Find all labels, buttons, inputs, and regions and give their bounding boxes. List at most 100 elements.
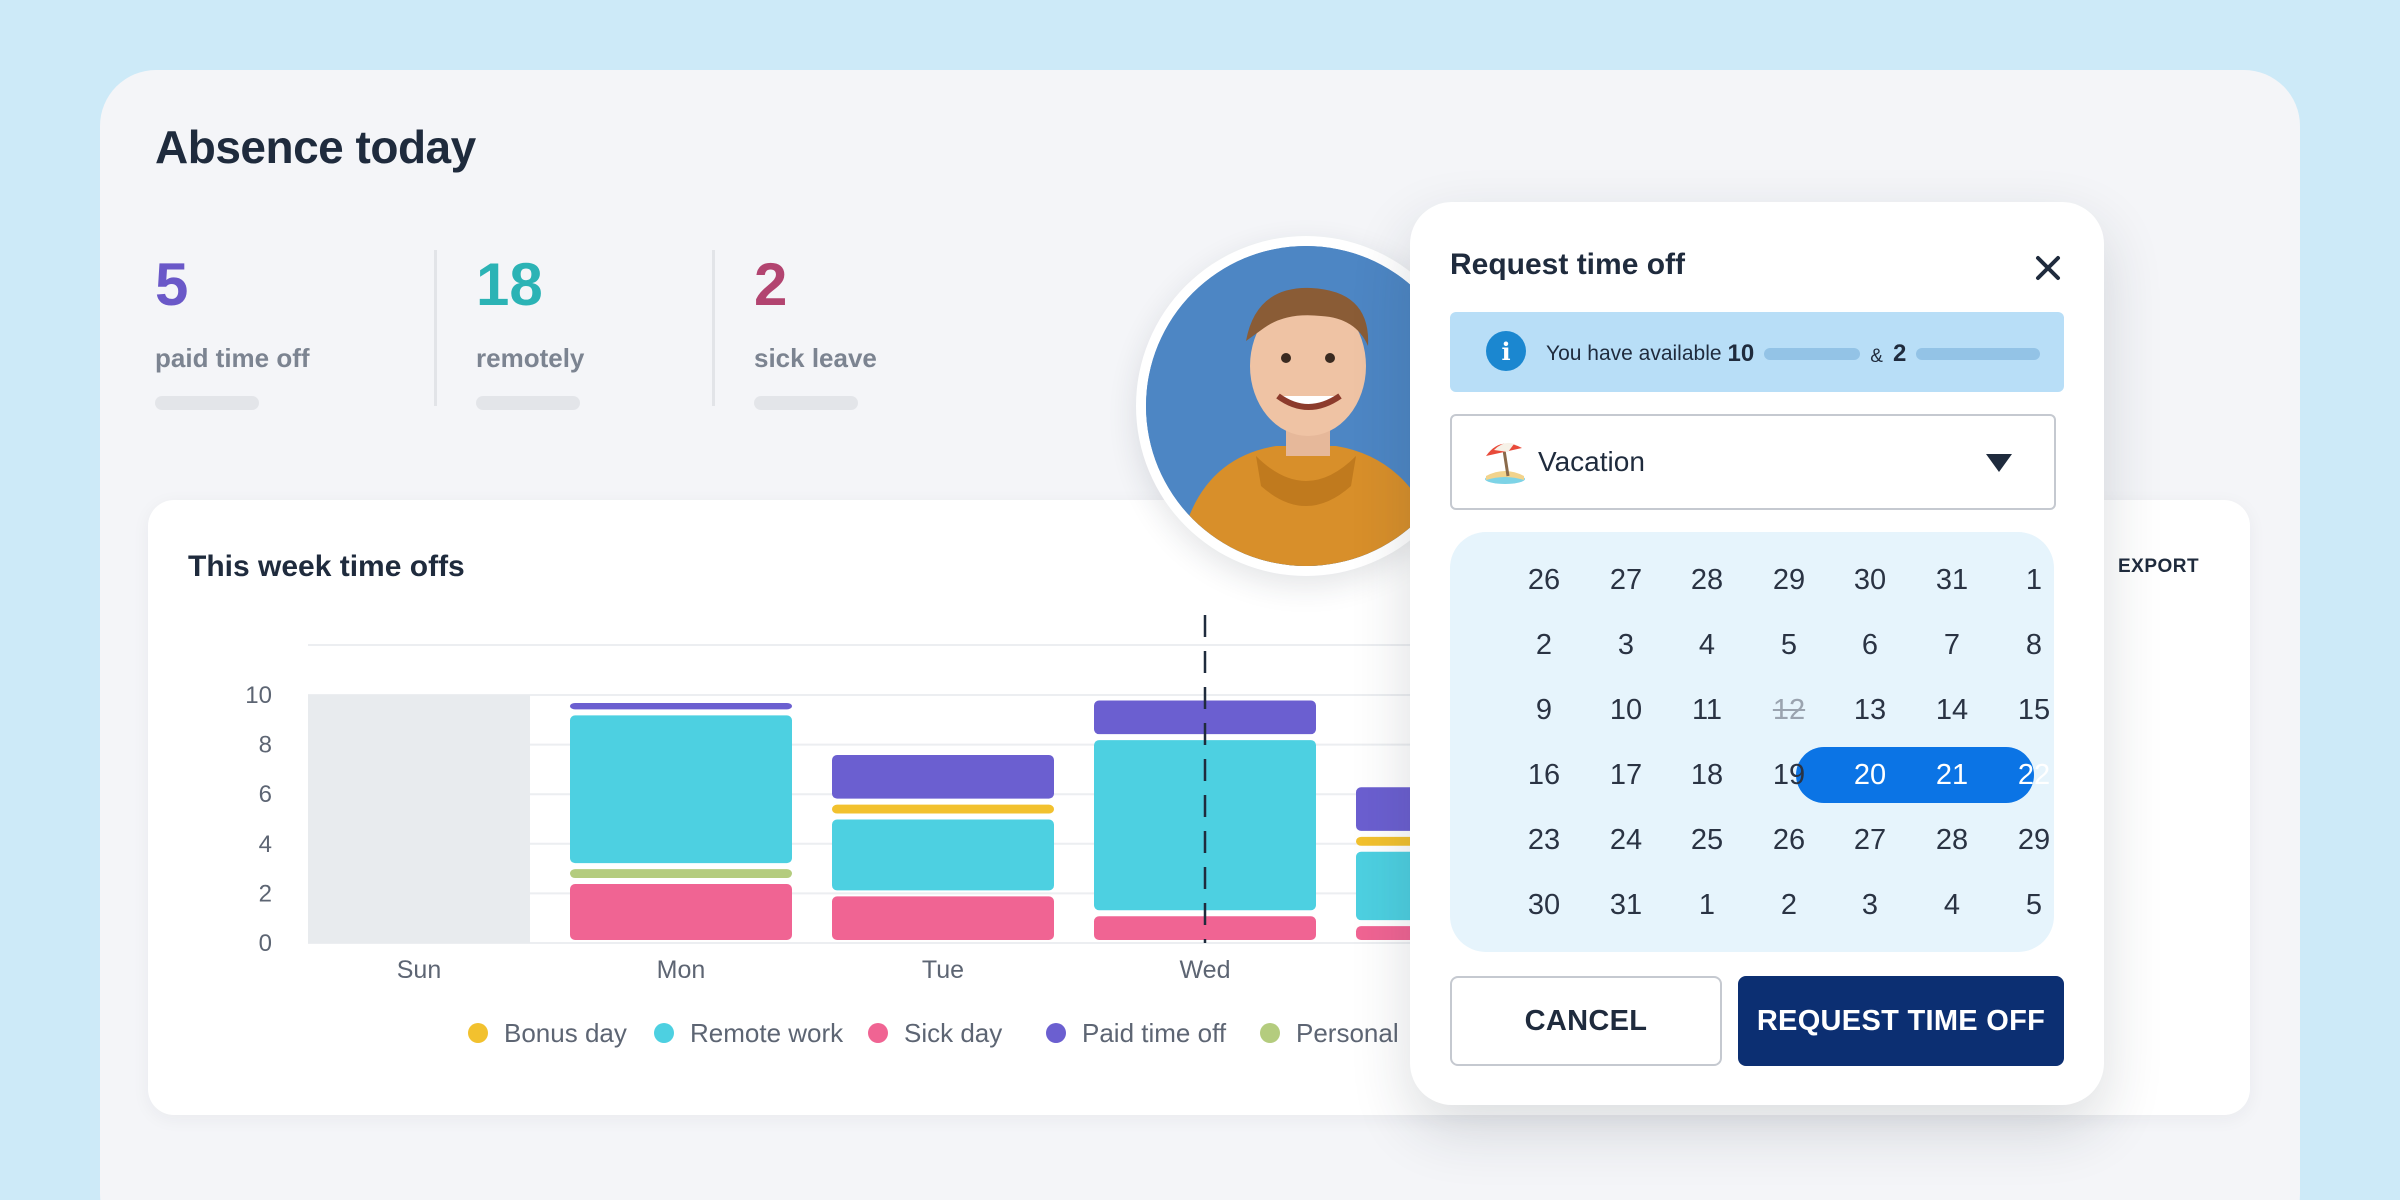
y-tick-label: 0: [259, 930, 272, 957]
stat-divider: [712, 250, 715, 406]
bar-segment: [1094, 740, 1316, 911]
calendar-day[interactable]: 28: [1690, 564, 1724, 596]
legend-label: Paid time off: [1082, 1018, 1227, 1048]
calendar-day[interactable]: 26: [1772, 824, 1806, 856]
calendar-day[interactable]: 24: [1609, 824, 1643, 856]
close-icon[interactable]: [2028, 248, 2068, 288]
stat-label: sick leave: [754, 343, 877, 373]
x-tick-label: Sun: [397, 956, 441, 984]
y-tick-label: 8: [259, 732, 272, 759]
bar-placeholder: [308, 695, 530, 943]
calendar-day[interactable]: 18: [1690, 759, 1724, 791]
calendar-day[interactable]: 4: [1943, 889, 1961, 921]
stat-divider: [434, 250, 437, 406]
x-tick-label: Tue: [922, 956, 964, 984]
calendar-day[interactable]: 5: [2025, 889, 2043, 921]
calendar-day[interactable]: 29: [2017, 824, 2051, 856]
calendar-day[interactable]: 11: [1691, 694, 1723, 726]
calendar-day[interactable]: 17: [1609, 759, 1643, 791]
calendar-day[interactable]: 31: [1935, 564, 1969, 596]
legend-label: Bonus day: [504, 1018, 627, 1048]
cancel-button[interactable]: CANCEL: [1450, 976, 1722, 1066]
bar-segment: [1094, 916, 1316, 940]
bar-segment: [832, 755, 1054, 799]
stat-label: paid time off: [155, 343, 310, 373]
y-tick-label: 4: [259, 831, 272, 858]
calendar-day[interactable]: 3: [1617, 629, 1635, 661]
bar-segment: [570, 715, 792, 864]
ampersand: &: [1870, 346, 1883, 367]
calendar-day[interactable]: 1: [2025, 564, 2043, 596]
x-tick-label: Wed: [1180, 956, 1231, 984]
calendar-day[interactable]: 13: [1853, 694, 1887, 726]
calendar-day[interactable]: 16: [1527, 759, 1561, 791]
bar-segment: [570, 869, 792, 878]
bar-segment: [832, 804, 1054, 814]
placeholder-pill: [1764, 348, 1861, 360]
calendar-day[interactable]: 31: [1609, 889, 1643, 921]
available-label: You have available: [1546, 342, 1722, 365]
bar-segment: [832, 819, 1054, 891]
calendar-day[interactable]: 2: [1535, 629, 1553, 661]
calendar-day[interactable]: 2: [1780, 889, 1798, 921]
calendar-day[interactable]: 7: [1943, 629, 1961, 661]
calendar-day[interactable]: 15: [2017, 694, 2051, 726]
calendar-day[interactable]: 27: [1853, 824, 1887, 856]
stat-placeholder-bar: [155, 396, 259, 410]
stat-label: remotely: [476, 343, 585, 373]
calendar-day[interactable]: 30: [1853, 564, 1887, 596]
stat-sick-leave: 2 sick leave: [754, 255, 877, 410]
calendar-day[interactable]: 20: [1853, 759, 1887, 791]
y-tick-label: 6: [259, 781, 272, 808]
calendar-day[interactable]: 27: [1609, 564, 1643, 596]
calendar-day[interactable]: 9: [1535, 694, 1553, 726]
calendar-day[interactable]: 1: [1698, 889, 1716, 921]
legend-label: Remote work: [690, 1018, 844, 1048]
calendar-day[interactable]: 19: [1772, 759, 1806, 791]
calendar-day[interactable]: 14: [1935, 694, 1969, 726]
chevron-down-icon: [1986, 454, 2012, 472]
calendar-day[interactable]: 28: [1935, 824, 1969, 856]
calendar-day[interactable]: 10: [1609, 694, 1643, 726]
beach-umbrella-icon: [1485, 442, 1525, 484]
info-icon: i: [1486, 331, 1526, 371]
request-time-off-button[interactable]: REQUEST TIME OFF: [1738, 976, 2064, 1066]
page-title: Absence today: [155, 121, 476, 173]
legend-swatch: [1260, 1023, 1280, 1043]
calendar-day[interactable]: 12: [1772, 694, 1806, 726]
stat-value: 18: [476, 251, 543, 318]
calendar-day[interactable]: 23: [1527, 824, 1561, 856]
calendar-day[interactable]: 4: [1698, 629, 1716, 661]
calendar-day[interactable]: 30: [1527, 889, 1561, 921]
legend-swatch: [654, 1023, 674, 1043]
stat-paid-time-off: 5 paid time off: [155, 255, 310, 410]
legend-swatch: [468, 1023, 488, 1043]
available-other-count: 2: [1892, 340, 1907, 367]
calendar-day[interactable]: 3: [1861, 889, 1879, 921]
bar-segment: [832, 896, 1054, 940]
stat-value: 2: [754, 251, 788, 318]
calendar-day[interactable]: 25: [1690, 824, 1724, 856]
calendar-day[interactable]: 6: [1861, 629, 1879, 661]
calendar-day[interactable]: 29: [1772, 564, 1806, 596]
calendar-day[interactable]: 21: [1935, 759, 1969, 791]
export-button[interactable]: EXPORT: [2118, 556, 2200, 577]
available-balance-text: You have available 10 & 2: [1546, 340, 2041, 368]
calendar-day[interactable]: 26: [1527, 564, 1561, 596]
y-tick-label: 2: [259, 880, 272, 907]
calendar-day[interactable]: 8: [2025, 629, 2043, 661]
legend-label: Personal: [1296, 1018, 1399, 1048]
leave-type-value: Vacation: [1538, 446, 1645, 477]
stat-placeholder-bar: [754, 396, 858, 410]
legend-swatch: [868, 1023, 888, 1043]
bar-segment: [570, 702, 792, 710]
legend-swatch: [1046, 1023, 1066, 1043]
stat-remotely: 18 remotely: [476, 255, 584, 410]
leave-type-select[interactable]: [1450, 414, 2056, 510]
calendar-day[interactable]: 22: [2017, 759, 2051, 791]
bar-segment: [570, 884, 792, 940]
calendar-day[interactable]: 5: [1780, 629, 1798, 661]
legend-label: Sick day: [904, 1018, 1002, 1048]
stat-placeholder-bar: [476, 396, 580, 410]
